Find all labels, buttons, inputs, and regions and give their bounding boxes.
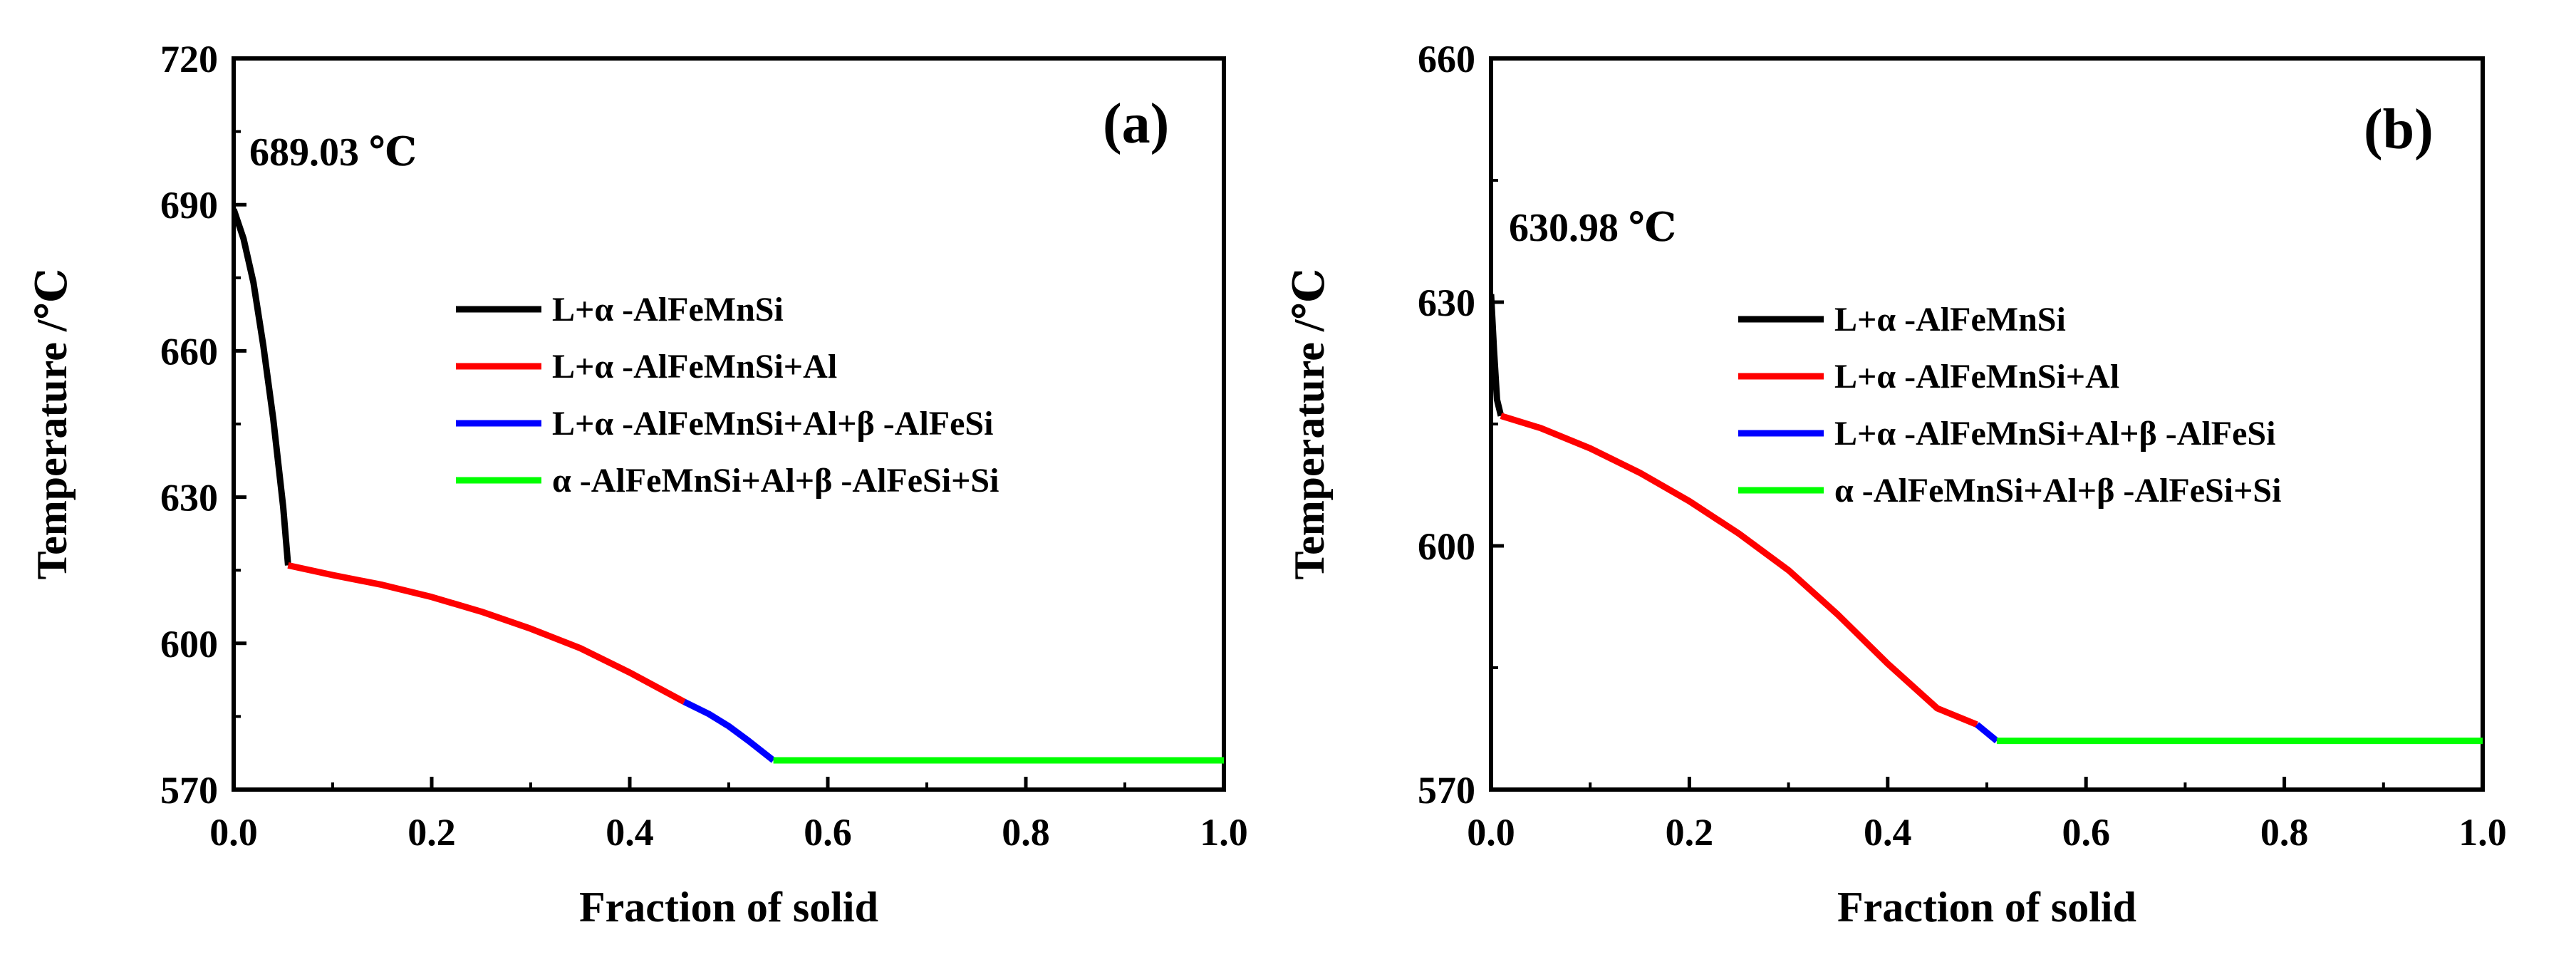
y-tick-label: 600	[160, 623, 218, 666]
y-axis-title: Temperature /℃	[1286, 269, 1333, 580]
panel-b: 0.0 0.2 0.4 0.6 0.8 1.0 570 600 630 660 Fraction o…	[1286, 38, 2507, 931]
x-tick-label: 0.8	[1002, 811, 1050, 854]
x-tick-label: 0.6	[804, 811, 852, 854]
x-tick-label: 0.2	[407, 811, 456, 854]
y-tick-label: 600	[1418, 525, 1475, 568]
x-tick-label: 0.2	[1666, 811, 1714, 854]
x-axis-title: Fraction of solid	[579, 884, 878, 931]
x-tick-label: 0.8	[2260, 811, 2309, 854]
x-tick-label: 0.0	[209, 811, 258, 854]
panel-label: (b)	[2364, 98, 2434, 161]
series-line-3	[682, 698, 776, 763]
legend-label-4: α -AlFeMnSi+Al+β -AlFeSi+Si	[1834, 472, 2281, 510]
x-tick-label: 0.4	[606, 811, 654, 854]
x-tick-label: 1.0	[2458, 811, 2507, 854]
onset-temperature-annotation: 630.98 ℃	[1509, 206, 1676, 250]
legend-label-3: L+α -AlFeMnSi+Al+β -AlFeSi	[1834, 415, 2275, 453]
series-line-2	[1500, 413, 1978, 728]
y-tick-label: 690	[160, 184, 218, 227]
series-line-3	[1975, 722, 1999, 744]
y-tick-label: 630	[160, 477, 218, 519]
panel-a: 0.0 0.2 0.4 0.6 0.8 1.0 570 600 630 660 690 720 Frac…	[28, 38, 1248, 931]
x-tick-label: 0.6	[2062, 811, 2110, 854]
x-tick-label: 0.4	[1864, 811, 1912, 854]
legend-label-4: α -AlFeMnSi+Al+β -AlFeSi+Si	[552, 462, 999, 500]
y-tick-label: 570	[1418, 769, 1475, 812]
panel-label: (a)	[1103, 93, 1169, 155]
x-axis-title: Fraction of solid	[1837, 884, 2136, 931]
legend-label-3: L+α -AlFeMnSi+Al+β -AlFeSi	[552, 405, 993, 443]
legend-label-1: L+α -AlFeMnSi	[552, 291, 784, 329]
x-tick-label: 0.0	[1467, 811, 1515, 854]
y-tick-label: 630	[1418, 281, 1475, 324]
onset-temperature-annotation: 689.03 ℃	[249, 130, 417, 175]
y-tick-label: 660	[1418, 38, 1475, 81]
series-line-1	[234, 208, 291, 566]
y-tick-label: 720	[160, 38, 218, 81]
legend-label-2: L+α -AlFeMnSi+Al	[552, 348, 837, 386]
legend-label-1: L+α -AlFeMnSi	[1834, 301, 2066, 338]
legend-label-2: L+α -AlFeMnSi+Al	[1834, 358, 2119, 395]
series-line-2	[287, 562, 686, 705]
series-line-1	[1491, 294, 1505, 417]
y-axis-title: Temperature /℃	[28, 269, 76, 580]
y-tick-label: 660	[160, 330, 218, 373]
y-tick-label: 570	[160, 769, 218, 812]
x-tick-label: 1.0	[1200, 811, 1248, 854]
